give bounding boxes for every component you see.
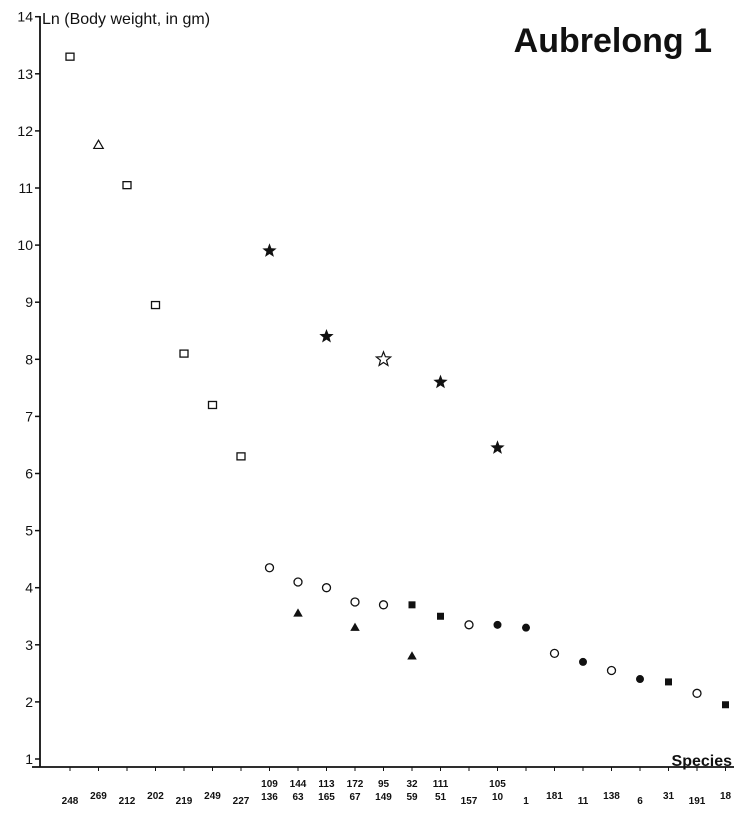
species-label: 219 [176,796,193,807]
filled-square-marker [722,701,729,709]
y-tick-label: 3 [25,637,33,653]
open-square-marker [207,400,218,410]
filled-star-marker [262,243,277,257]
y-tick-label: 8 [25,351,33,367]
open-circle-marker [549,648,560,659]
species-label: 249 [204,791,221,802]
filled-star-marker [319,328,334,343]
species-label-second: 63 [292,792,304,803]
species-label: 18 [720,791,732,802]
species-label-second: 165 [318,792,335,803]
y-tick-label: 7 [25,408,33,424]
species-label: 212 [119,796,136,807]
filled-square-marker [437,612,444,620]
open-square-marker [150,300,161,310]
species-label-second: 149 [375,792,392,803]
x-axis-label: Species [672,753,733,770]
y-tick-label: 5 [25,523,33,539]
filled-square-marker [665,678,672,686]
species-label: 138 [603,791,620,802]
open-circle-marker [606,665,617,676]
species-label-second: 136 [261,792,278,803]
filled-triangle-marker [407,651,417,660]
species-label: 105 [489,779,506,790]
species-label: 181 [546,791,563,802]
filled-circle-marker [579,657,587,666]
filled-circle-marker [522,623,530,632]
species-label: 31 [663,791,675,802]
species-label: 6 [637,796,643,807]
filled-circle-marker [636,675,644,684]
filled-star-marker [433,374,448,389]
species-label: 11 [578,796,589,807]
open-square-marker [236,452,246,461]
species-label-second: 10 [492,792,504,803]
open-star-marker [374,350,393,367]
open-square-marker [179,349,189,358]
chart-title: Aubrelong 1 [514,22,712,60]
species-label: 113 [318,779,335,790]
species-label: 95 [378,779,390,790]
species-label-second: 67 [349,792,361,803]
species-label: 144 [290,779,307,790]
y-tick-label: 1 [25,751,33,767]
y-tick-label: 9 [25,294,33,310]
y-tick-label: 14 [17,9,33,25]
species-label: 111 [433,779,449,790]
open-triangle-marker [92,138,105,150]
species-label: 32 [406,779,418,790]
x-axis-species-labels: 248 269 212 202 219 249 227 109 136 144 63 113 165 17… [62,767,732,807]
species-label: 157 [461,796,478,807]
species-label: 109 [261,779,278,790]
species-label: 269 [90,791,107,802]
species-label: 1 [523,796,529,807]
open-circle-marker [264,563,275,573]
filled-circle-marker [493,620,502,629]
filled-triangle-marker [293,608,303,617]
open-circle-marker [350,597,360,607]
species-label-second: 51 [435,792,447,803]
species-label: 191 [689,796,706,807]
filled-star-marker [490,440,505,454]
y-tick-label: 4 [25,580,33,596]
filled-triangle-marker [350,622,360,631]
y-tick-label: 6 [25,466,33,482]
species-label: 248 [62,796,79,807]
y-tick-label: 13 [17,66,33,82]
open-circle-marker [321,583,332,593]
y-tick-label: 11 [18,180,33,196]
y-tick-label: 10 [17,237,33,253]
filled-square-marker [408,601,416,609]
axes [32,16,734,768]
open-circle-marker [692,688,702,698]
species-label: 172 [347,779,364,790]
open-circle-marker [464,620,474,630]
open-square-marker [122,180,132,190]
open-circle-marker [378,600,389,610]
data-points [65,52,729,709]
species-label-second: 59 [406,792,418,803]
open-square-marker [65,52,75,61]
y-tick-label: 12 [17,123,33,139]
y-axis-label: Ln (Body weight, in gm) [42,11,210,28]
y-tick-label: 2 [25,694,33,710]
open-circle-marker [293,577,303,587]
species-label: 202 [147,791,164,802]
species-label: 227 [233,796,250,807]
